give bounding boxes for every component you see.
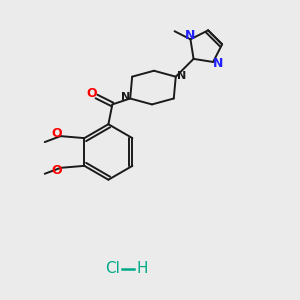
Text: N: N: [213, 58, 223, 70]
Text: O: O: [51, 127, 62, 140]
Text: O: O: [86, 87, 97, 100]
Text: Cl: Cl: [105, 261, 120, 276]
Text: O: O: [51, 164, 62, 177]
Text: N: N: [177, 71, 186, 81]
Text: H: H: [136, 261, 148, 276]
Text: N: N: [185, 29, 196, 42]
Text: N: N: [121, 92, 130, 103]
